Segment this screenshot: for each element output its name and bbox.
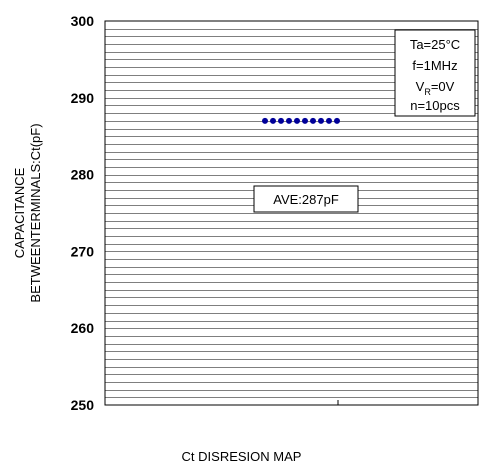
data-point [286,117,292,124]
y-tick-labels: 250 260 270 280 290 300 [71,13,95,413]
y-tick-label: 280 [71,167,95,183]
y-axis-title: CAPACITANCE BETWEENTERMINALS:Ct(pF) [12,123,43,302]
conditions-frame [394,29,476,117]
condition-voltage-value: =0V [431,79,455,94]
data-point [326,117,332,124]
data-point [270,117,276,124]
y-axis-title-line-2: BETWEENTERMINALS:Ct(pF) [28,123,43,302]
condition-voltage: VR=0V [416,79,455,97]
data-point [334,117,340,124]
y-tick-label: 260 [71,320,95,336]
y-tick-label: 270 [71,243,95,259]
x-axis-title: Ct DISRESION MAP [181,449,302,464]
average-annotation: AVE:287pF [253,185,359,213]
conditions-box: Ta=25°C f=1MHz VR=0V n=10pcs [394,29,476,117]
condition-sample-count: n=10pcs [410,98,460,113]
condition-frequency: f=1MHz [412,58,457,73]
plot-frame [104,20,479,406]
data-point [318,117,324,124]
data-point [278,117,284,124]
average-label: AVE:287pF [273,192,339,207]
y-tick-label: 290 [71,90,95,106]
data-point [302,117,308,124]
data-point [262,117,268,124]
condition-voltage-subscript: R [424,87,431,97]
data-point [294,117,300,124]
data-point [310,117,316,124]
y-tick-label: 300 [71,13,95,29]
average-box [253,185,359,213]
condition-temperature: Ta=25°C [410,37,460,52]
data-points [262,117,340,124]
condition-voltage-main: V [416,79,425,94]
y-axis-title-line-1: CAPACITANCE [12,167,27,258]
y-tick-label: 250 [71,397,95,413]
